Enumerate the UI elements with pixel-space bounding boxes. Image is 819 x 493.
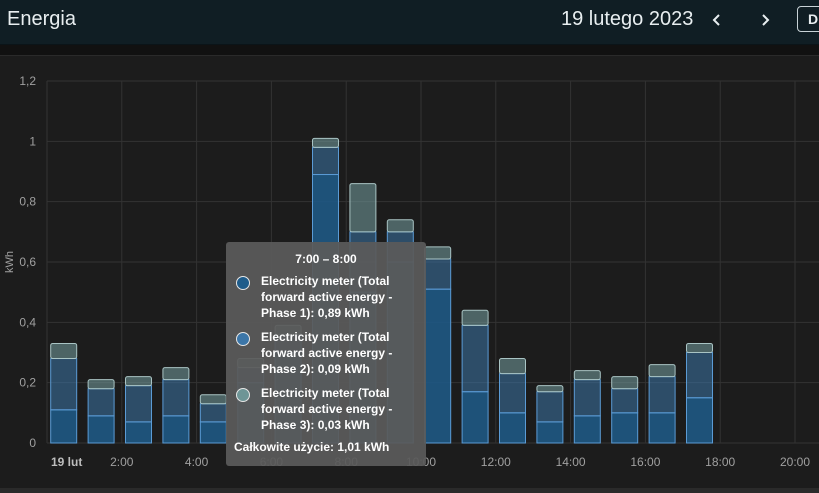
- x-tick-label: 16:00: [630, 455, 660, 469]
- bar-segment: [573, 370, 601, 381]
- bar-segment: [573, 379, 601, 417]
- bar-segment: [461, 324, 489, 393]
- bar-segment: [686, 342, 713, 354]
- bottom-strip: [0, 488, 819, 493]
- bar-segment: [499, 412, 526, 444]
- y-tick-label: 0,2: [19, 376, 36, 390]
- bar-segment: [461, 309, 489, 326]
- bar-segment: [611, 376, 639, 390]
- tooltip-total: Całkowite użycie: 1,01 kWh: [234, 440, 390, 454]
- bar-segment: [686, 352, 713, 399]
- bar-segment: [573, 415, 601, 444]
- energy-card: 00,20,40,60,811,219 lut2:004:006:008:001…: [0, 55, 819, 489]
- bar-segment: [125, 385, 152, 423]
- y-axis-label: kWh: [4, 251, 16, 273]
- bar-segment: [461, 391, 489, 444]
- y-tick-label: 1,2: [19, 74, 36, 88]
- bar-segment: [125, 376, 152, 387]
- bar-segment: [686, 397, 713, 444]
- bar-segment: [199, 421, 227, 444]
- legend-dot-icon: [236, 332, 250, 346]
- bar-segment: [499, 373, 526, 414]
- x-tick-label: 20:00: [780, 455, 810, 469]
- legend-dot-icon: [236, 388, 250, 402]
- bar-segment: [611, 412, 639, 444]
- period-button[interactable]: D: [797, 6, 819, 32]
- legend-dot-icon: [236, 276, 250, 290]
- top-bar: Energia 19 lutego 2023 D: [0, 0, 819, 45]
- bar-segment: [536, 391, 564, 423]
- bar-segment: [162, 415, 190, 444]
- bar-segment: [312, 137, 339, 148]
- bar-segment: [199, 394, 227, 405]
- bar-segment: [499, 358, 526, 375]
- y-tick-label: 0,4: [19, 315, 36, 329]
- bar-segment: [648, 364, 676, 378]
- x-tick-label: 2:00: [110, 455, 134, 469]
- y-tick-label: 1: [29, 134, 36, 148]
- bar-segment: [162, 379, 190, 417]
- bar-segment: [349, 183, 377, 233]
- bar-segment: [424, 288, 452, 444]
- next-day-button[interactable]: [751, 6, 779, 34]
- x-tick-label: 19 lut: [51, 455, 82, 469]
- chevron-left-icon: [712, 14, 720, 26]
- bar-segment: [50, 409, 78, 444]
- tooltip-item-text: Electricity meter (Total forward active …: [261, 330, 393, 376]
- bar-segment: [312, 146, 339, 176]
- y-tick-label: 0,8: [19, 195, 36, 209]
- bar-segment: [611, 388, 639, 414]
- bar-segment: [386, 219, 414, 233]
- bar-segment: [648, 376, 676, 414]
- bar-segment: [87, 379, 115, 390]
- bar-segment: [87, 415, 115, 444]
- bar-segment: [162, 367, 190, 381]
- x-tick-label: 14:00: [556, 455, 586, 469]
- bar-segment: [125, 421, 152, 444]
- bar-segment: [648, 412, 676, 444]
- chart-tooltip: 7:00 – 8:00 Electricity meter (Total for…: [226, 242, 426, 466]
- bar-segment: [50, 342, 78, 360]
- y-tick-label: 0: [29, 436, 36, 450]
- x-tick-label: 4:00: [185, 455, 209, 469]
- y-tick-label: 0,6: [19, 255, 36, 269]
- bar-segment: [87, 388, 115, 417]
- x-tick-label: 12:00: [481, 455, 511, 469]
- previous-day-button[interactable]: [703, 6, 731, 34]
- bar-segment: [199, 403, 227, 423]
- page-title: Energia: [7, 8, 76, 30]
- tooltip-item-text: Electricity meter (Total forward active …: [261, 274, 393, 320]
- bar-segment: [50, 358, 78, 411]
- bar-segment: [424, 258, 452, 290]
- bar-segment: [536, 385, 564, 393]
- bar-segment: [536, 421, 564, 444]
- tooltip-title: 7:00 – 8:00: [295, 252, 357, 266]
- chevron-right-icon: [762, 14, 770, 26]
- tooltip-item-text: Electricity meter (Total forward active …: [261, 386, 393, 432]
- x-tick-label: 18:00: [705, 455, 735, 469]
- bar-segment: [424, 246, 452, 260]
- date-label: 19 lutego 2023: [561, 8, 694, 30]
